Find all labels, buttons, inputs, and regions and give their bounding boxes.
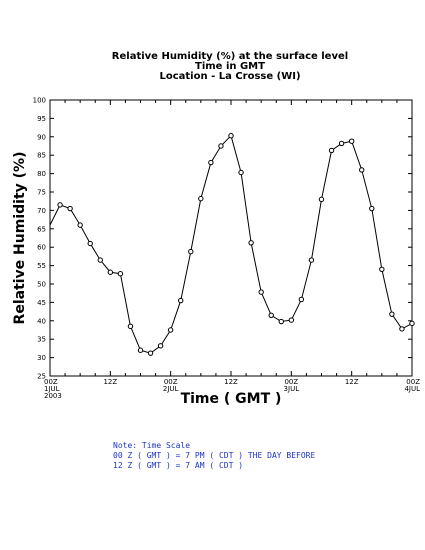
series-line: [49, 134, 413, 354]
x-tick-label: 12Z: [103, 378, 117, 386]
y-axis: 25 30 35 40 45 50 55 60 65 70 75 80 85 90 95 100: [33, 97, 412, 381]
data-point: [87, 240, 93, 247]
y-tick-label: 30: [37, 354, 46, 362]
x-tick-label: 00Z: [284, 378, 298, 386]
y-tick-label: 45: [37, 299, 46, 307]
chart-subtitle-location: Location - La Crosse (WI): [159, 71, 301, 82]
y-tick-label: 95: [37, 115, 46, 123]
data-point: [248, 240, 254, 246]
chart-title: Relative Humidity (%) at the surface lev…: [111, 51, 349, 62]
chart-subtitle-time: Time in GMT: [195, 61, 265, 72]
x-tick-label: 4JUL: [404, 385, 420, 393]
y-tick-label: 80: [37, 170, 46, 178]
data-point: [369, 205, 375, 212]
x-axis-label: Time ( GMT ): [181, 391, 282, 407]
x-tick-label: 00Z: [44, 378, 58, 386]
data-point: [167, 327, 174, 333]
data-point: [107, 269, 114, 275]
note-line-00z: 00 Z ( GMT ) = 7 PM ( CDT ) THE DAY BEFO…: [113, 451, 316, 460]
x-tick-label: 1JUL: [44, 385, 60, 393]
note-heading: Note: Time Scale: [113, 441, 191, 450]
y-tick-label: 60: [37, 244, 46, 252]
data-point: [67, 205, 73, 212]
x-tick-label: 2003: [44, 392, 62, 400]
y-tick-label: 35: [37, 336, 46, 344]
y-axis-label: Relative Humidity (%): [12, 152, 28, 325]
y-tick-label: 85: [37, 152, 46, 160]
data-point: [127, 323, 134, 330]
data-point: [117, 270, 124, 277]
y-tick-label: 90: [37, 133, 46, 141]
data-point: [97, 257, 103, 263]
data-point: [359, 167, 365, 173]
x-tick-label: 2JUL: [163, 385, 179, 393]
x-tick-label: 00Z: [164, 378, 178, 386]
note-line-12z: 12 Z ( GMT ) = 7 AM ( CDT ): [113, 461, 244, 470]
data-point: [328, 147, 335, 154]
data-point: [258, 289, 264, 295]
data-point: [318, 196, 325, 203]
data-point: [409, 320, 415, 327]
series-markers: [57, 132, 415, 356]
data-point: [238, 169, 244, 176]
y-tick-label: 40: [37, 317, 46, 325]
data-point: [188, 248, 194, 255]
x-tick-label: 12Z: [224, 378, 238, 386]
data-point: [137, 347, 144, 353]
data-point: [218, 143, 224, 149]
data-point: [308, 257, 315, 263]
data-point: [228, 132, 234, 139]
data-point: [268, 312, 274, 318]
data-point: [278, 318, 284, 325]
x-tick-label: 00Z: [406, 378, 420, 386]
data-point: [147, 350, 154, 356]
data-point: [208, 159, 214, 166]
data-point: [178, 297, 184, 304]
data-point: [57, 202, 63, 208]
x-tick-label: 12Z: [345, 378, 359, 386]
data-point: [379, 266, 385, 272]
data-point: [389, 311, 395, 317]
data-point: [298, 296, 305, 303]
data-point: [288, 317, 295, 323]
y-tick-label: 70: [37, 207, 46, 215]
data-point: [348, 138, 355, 144]
data-point: [157, 343, 164, 349]
data-point: [399, 326, 405, 332]
y-tick-label: 65: [37, 225, 46, 233]
plot-frame: [49, 99, 413, 377]
x-tick-label: 3JUL: [284, 385, 300, 393]
y-tick-label: 50: [37, 281, 46, 289]
y-tick-label: 100: [33, 97, 46, 105]
data-point: [198, 195, 204, 202]
data-point: [77, 222, 83, 228]
data-point: [338, 140, 345, 147]
y-tick-label: 75: [37, 189, 46, 197]
y-tick-label: 25: [37, 373, 46, 381]
y-tick-label: 55: [37, 262, 46, 270]
